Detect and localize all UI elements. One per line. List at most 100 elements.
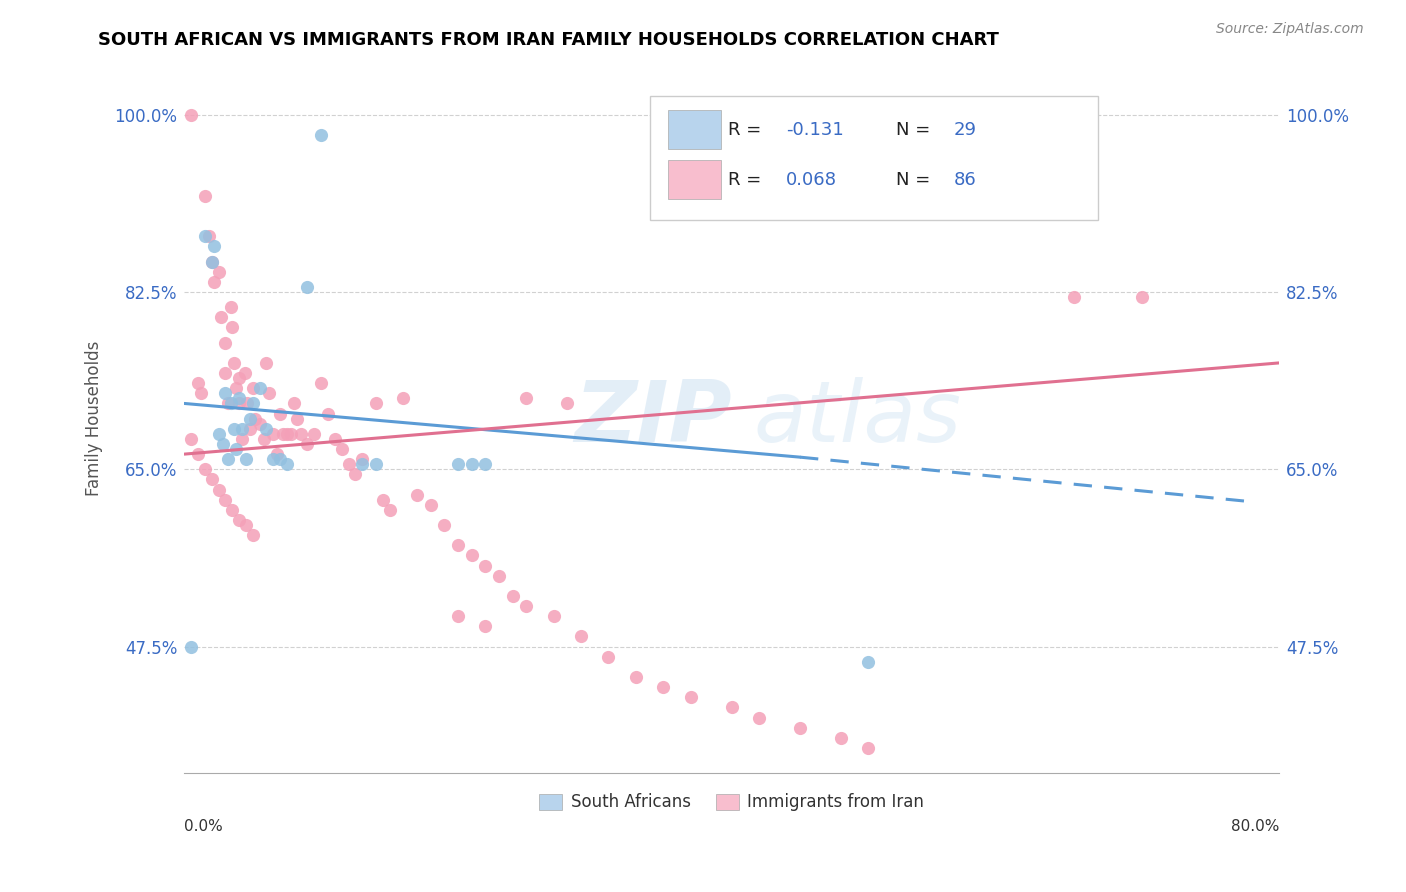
Point [406, 488, 429, 502]
Point [271, 426, 294, 441]
Point [231, 422, 253, 436]
Point [283, 396, 305, 410]
Point [502, 589, 524, 603]
Point [235, 518, 257, 533]
Point [222, 422, 245, 436]
Text: ZIP: ZIP [574, 377, 731, 460]
Point [214, 366, 236, 380]
Point [242, 528, 264, 542]
Point [204, 275, 226, 289]
Text: R =: R = [728, 121, 768, 139]
Point [337, 457, 360, 471]
Point [304, 426, 326, 441]
Point [228, 371, 250, 385]
Text: -0.131: -0.131 [786, 121, 844, 139]
Text: N =: N = [896, 121, 936, 139]
Text: N =: N = [896, 170, 936, 188]
Point [378, 503, 401, 517]
Point [830, 731, 852, 745]
Point [344, 467, 367, 482]
Text: atlas: atlas [754, 377, 962, 460]
Point [280, 426, 302, 441]
Point [352, 452, 374, 467]
Point [207, 265, 229, 279]
Point [789, 721, 811, 735]
Point [242, 381, 264, 395]
Point [297, 437, 319, 451]
Point [569, 630, 592, 644]
Text: SOUTH AFRICAN VS IMMIGRANTS FROM IRAN FAMILY HOUSEHOLDS CORRELATION CHART: SOUTH AFRICAN VS IMMIGRANTS FROM IRAN FA… [98, 31, 1000, 49]
Point [249, 381, 271, 395]
Point [211, 437, 233, 451]
Point [194, 188, 217, 202]
Point [253, 432, 276, 446]
Point [201, 254, 224, 268]
Point [330, 442, 353, 456]
Point [598, 649, 620, 664]
Point [276, 426, 298, 441]
Point [228, 513, 250, 527]
Text: 29: 29 [953, 121, 977, 139]
Point [190, 386, 212, 401]
Point [488, 568, 510, 582]
Point [720, 700, 742, 714]
Point [245, 411, 267, 425]
Point [1063, 290, 1085, 304]
Point [217, 396, 239, 410]
Point [419, 498, 441, 512]
Point [515, 599, 537, 613]
FancyBboxPatch shape [650, 96, 1098, 220]
FancyBboxPatch shape [668, 110, 721, 149]
Point [447, 538, 470, 552]
Point [543, 609, 565, 624]
Point [364, 457, 387, 471]
Point [214, 335, 236, 350]
Point [474, 457, 496, 471]
Y-axis label: Family Households: Family Households [86, 341, 103, 496]
Point [858, 740, 880, 755]
Point [225, 381, 247, 395]
Point [256, 422, 278, 436]
Point [309, 376, 332, 391]
Point [207, 426, 229, 441]
Point [371, 492, 394, 507]
Point [262, 452, 284, 467]
Point [748, 710, 770, 724]
Point [447, 609, 470, 624]
Point [201, 254, 224, 268]
Point [557, 396, 579, 410]
Point [474, 619, 496, 633]
Point [225, 442, 247, 456]
Point [242, 396, 264, 410]
Text: 0.068: 0.068 [786, 170, 838, 188]
Point [262, 426, 284, 441]
Point [447, 457, 470, 471]
Point [269, 407, 291, 421]
Point [474, 558, 496, 573]
Point [257, 386, 280, 401]
Point [290, 426, 312, 441]
Point [233, 366, 256, 380]
Point [187, 376, 209, 391]
Point [204, 239, 226, 253]
Point [194, 229, 217, 244]
Point [219, 300, 242, 314]
Point [249, 417, 271, 431]
Point [207, 483, 229, 497]
Point [201, 472, 224, 486]
Point [221, 320, 243, 334]
Point [297, 280, 319, 294]
Point [266, 447, 288, 461]
Point [460, 457, 482, 471]
Point [352, 457, 374, 471]
Text: 0.0%: 0.0% [184, 819, 224, 834]
Point [219, 396, 242, 410]
Point [323, 432, 346, 446]
Point [392, 392, 415, 406]
Point [1130, 290, 1153, 304]
Point [236, 396, 259, 410]
Point [285, 411, 308, 425]
Text: 80.0%: 80.0% [1230, 819, 1279, 834]
Text: 86: 86 [953, 170, 977, 188]
Point [239, 411, 262, 425]
